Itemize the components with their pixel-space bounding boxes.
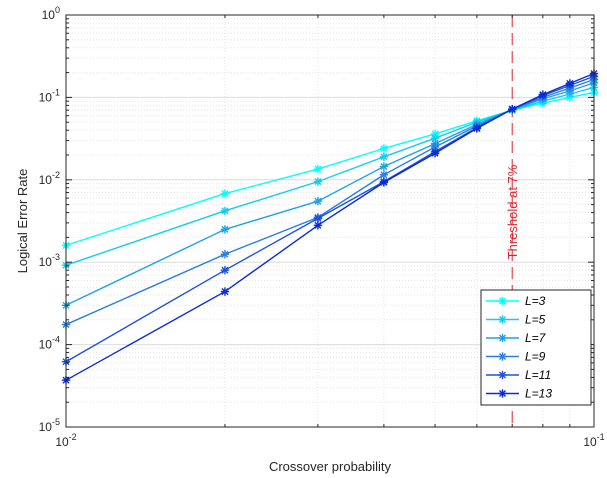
data-point bbox=[379, 178, 389, 187]
y-tick-label: 100 bbox=[42, 5, 60, 22]
legend-label: L=3 bbox=[525, 294, 546, 308]
y-tick-label: 10-4 bbox=[39, 335, 60, 352]
data-point bbox=[220, 287, 230, 296]
series-line bbox=[65, 82, 595, 306]
data-point bbox=[220, 265, 230, 275]
series-line bbox=[65, 86, 595, 266]
data-point bbox=[379, 152, 389, 162]
y-tick-label: 10-2 bbox=[39, 170, 60, 187]
legend-marker bbox=[498, 333, 507, 343]
data-point bbox=[472, 124, 482, 133]
data-point bbox=[220, 250, 230, 259]
y-tick-labels: 100 10-1 10-2 10-3 10-4 10-5 bbox=[39, 5, 60, 434]
data-point bbox=[538, 90, 548, 99]
legend-label: L=13 bbox=[525, 387, 552, 401]
data-point bbox=[313, 221, 323, 230]
legend-label: L=7 bbox=[525, 331, 547, 345]
x-tick-label: 10-2 bbox=[55, 432, 76, 449]
data-point bbox=[220, 225, 230, 234]
y-tick-label: 10-1 bbox=[39, 87, 60, 104]
series-layer bbox=[61, 69, 599, 385]
y-tick-label: 10-5 bbox=[39, 417, 60, 434]
data-point bbox=[313, 164, 323, 174]
x-axis-label: Crossover probability bbox=[269, 459, 392, 474]
y-axis-label: Logical Error Rate bbox=[15, 169, 30, 274]
data-point bbox=[313, 196, 323, 206]
legend: L=3 L=5 L=7 L=9 L=11 L=13 bbox=[480, 289, 592, 406]
data-point bbox=[379, 170, 389, 179]
series-line bbox=[65, 78, 595, 326]
axis-ticks bbox=[65, 14, 595, 428]
data-point bbox=[313, 177, 323, 186]
legend-marker bbox=[498, 352, 507, 361]
series-line bbox=[65, 91, 595, 247]
legend-label: L=11 bbox=[525, 368, 551, 382]
data-point bbox=[220, 189, 230, 198]
data-point bbox=[430, 149, 440, 158]
x-tick-labels: 10-2 10-1 bbox=[55, 432, 604, 449]
series-line bbox=[65, 75, 595, 363]
legend-marker bbox=[498, 389, 507, 398]
legend-label: L=9 bbox=[525, 350, 546, 364]
legend-marker bbox=[498, 315, 507, 324]
legend-marker bbox=[498, 296, 507, 306]
data-point bbox=[565, 79, 575, 88]
data-point bbox=[379, 162, 389, 171]
plot-frame bbox=[65, 14, 595, 428]
x-tick-label: 10-1 bbox=[583, 432, 604, 449]
data-point bbox=[508, 104, 517, 114]
legend-label: L=5 bbox=[525, 313, 546, 327]
data-point bbox=[379, 144, 389, 153]
y-tick-label: 10-3 bbox=[39, 252, 60, 269]
threshold-label: Threshold at 7% bbox=[505, 164, 520, 259]
legend-box bbox=[480, 289, 592, 406]
legend-marker bbox=[498, 370, 507, 380]
data-point bbox=[220, 206, 230, 216]
series-line bbox=[65, 72, 595, 381]
grid-minor bbox=[66, 15, 594, 427]
